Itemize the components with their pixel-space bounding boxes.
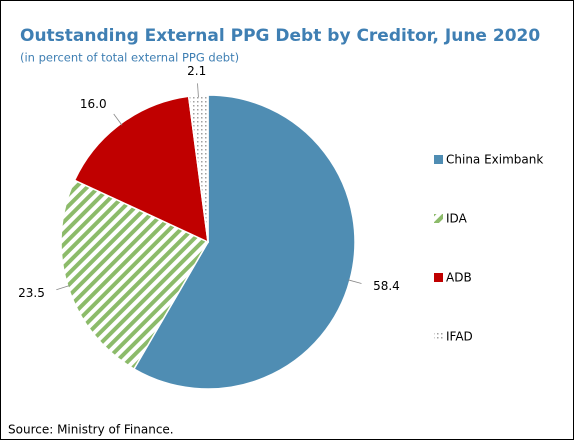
value-label: 16.0	[80, 97, 107, 111]
legend-label: ADB	[446, 271, 472, 285]
value-label: 2.1	[187, 64, 206, 78]
legend-swatch	[434, 214, 443, 223]
legend-label: China Eximbank	[446, 153, 543, 167]
legend-label: IFAD	[446, 330, 473, 344]
chart-title: Outstanding External PPG Debt by Credito…	[20, 26, 540, 46]
legend-swatch	[434, 332, 443, 341]
value-label: 23.5	[18, 286, 45, 300]
leader-line	[197, 83, 199, 98]
leader-line	[347, 279, 362, 284]
legend-swatch	[434, 273, 443, 282]
value-label: 58.4	[373, 279, 400, 293]
leader-line	[56, 285, 70, 291]
chart-subtitle: (in percent of total external PPG debt)	[20, 51, 239, 65]
leader-line	[113, 113, 123, 126]
source-note: Source: Ministry of Finance.	[8, 423, 174, 437]
legend-label: IDA	[446, 212, 468, 226]
legend-swatch	[434, 155, 443, 164]
